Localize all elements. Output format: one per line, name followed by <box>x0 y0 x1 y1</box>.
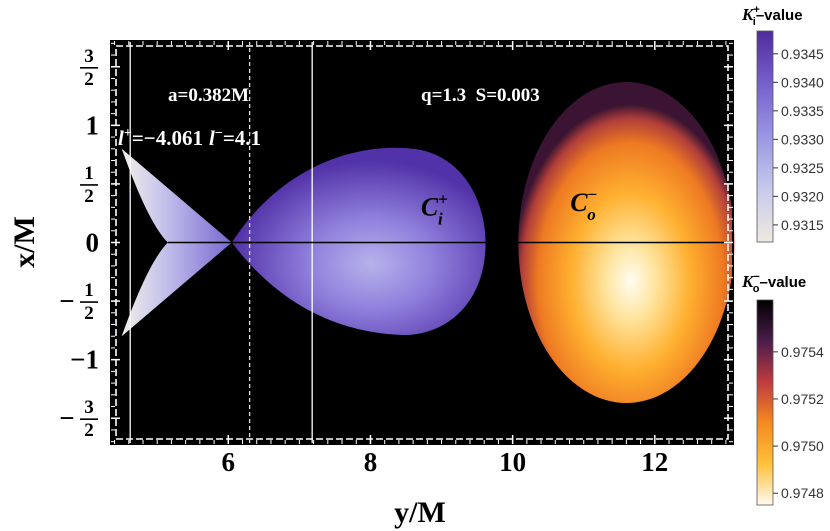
spin-annotation: a=0.382M <box>168 85 249 106</box>
colorbar-title-0: K+ i–value <box>741 4 803 28</box>
y-tick-numerator-4: 1 <box>84 280 94 301</box>
y-tick-label-6: −32 <box>59 397 98 441</box>
params-annotation: q=1.3 S=0.003 <box>421 85 540 106</box>
colorbar-tick-label-1-2: 0.9750 <box>781 438 824 454</box>
y-tick-numerator-6: 3 <box>84 397 94 418</box>
x-tick-label-3: 12 <box>641 447 668 477</box>
colorbar-title-sub-1: o <box>753 283 760 295</box>
region-label-sup-1: − <box>588 185 598 204</box>
colorbar-ramp-0 <box>756 30 774 243</box>
colorbar-title-suffix-0: –value <box>756 7 803 24</box>
y-tick-denominator-2: 2 <box>84 186 94 207</box>
colorbar-tick-label-0-5: 0.9320 <box>781 188 824 204</box>
region-labels: C+ iC− o <box>421 185 597 229</box>
y-tick-numerator-0: 3 <box>84 46 94 67</box>
x-axis-label: y/M <box>394 496 446 529</box>
colorbar-tick-label-0-2: 0.9335 <box>781 103 824 119</box>
y-tick-denominator-0: 2 <box>84 69 94 90</box>
y-tick-label-4: −12 <box>59 280 98 324</box>
region-ci-plus <box>231 147 486 335</box>
x-tick-label-1: 8 <box>364 447 378 477</box>
colorbar-tick-label-0-3: 0.9330 <box>781 131 824 147</box>
colorbar-title-base-0: K <box>741 5 755 24</box>
y-tick-label-0: 32 <box>80 46 98 90</box>
colorbar-title-sup-0: + <box>753 4 759 16</box>
colorbar-tick-label-0-4: 0.9325 <box>781 160 824 176</box>
region-label-sub-0: i <box>438 210 443 229</box>
x-tick-label-2: 10 <box>499 447 526 477</box>
colorbar-title-sup-1: − <box>753 271 759 283</box>
x-tick-labels: 6 8 10 12 <box>222 447 669 477</box>
region-label-0: C+ i <box>421 190 448 229</box>
colorbars: K+ i–value0.93450.93400.93350.93300.93250… <box>741 4 824 506</box>
l-minus-sup: − <box>215 126 223 141</box>
y-tick-sign-4: − <box>59 286 74 316</box>
l-minus-value: =4.1 <box>223 126 261 150</box>
colorbar-tick-label-1-0: 0.9754 <box>781 344 824 360</box>
colorbar-ramp-1 <box>756 299 774 506</box>
angular-momentum-annotation: l+=−4.061 l−=4.1 <box>118 126 261 150</box>
colorbar-1: K− o–value 0.9754 0.9752 0.9750 0.9748 <box>741 271 824 506</box>
y-tick-label-5: −1 <box>70 345 99 375</box>
colorbar-tick-label-1-1: 0.9752 <box>781 391 824 407</box>
colorbar-title-suffix-1: –value <box>760 274 807 291</box>
region-label-name-1: C <box>570 188 588 217</box>
y-tick-label-2: 12 <box>80 163 98 207</box>
region-label-1: C− o <box>570 185 597 224</box>
x-tick-label-0: 6 <box>222 447 236 477</box>
y-tick-denominator-6: 2 <box>84 420 94 441</box>
l-plus-value: =−4.061 <box>132 126 203 150</box>
axis-ticks <box>111 41 733 444</box>
region-label-name-0: C <box>421 193 439 222</box>
region-label-sub-1: o <box>587 205 596 224</box>
y-tick-label-3: 0 <box>86 228 100 258</box>
region-label-sup-0: + <box>438 190 448 209</box>
l-plus-symbol: l <box>118 126 124 150</box>
l-minus-symbol: l <box>209 126 215 150</box>
colorbar-title-base-1: K <box>741 272 755 291</box>
y-tick-denominator-4: 2 <box>84 303 94 324</box>
colorbar-tick-label-0-0: 0.9345 <box>781 46 824 62</box>
colorbar-tick-label-1-3: 0.9748 <box>781 485 824 501</box>
colorbar-title-1: K− o–value <box>741 271 806 295</box>
y-tick-label-1: 1 <box>86 110 100 140</box>
l-plus-sup: + <box>124 126 132 141</box>
y-tick-numerator-2: 1 <box>84 163 94 184</box>
colorbar-tick-label-0-1: 0.9340 <box>781 74 824 90</box>
colorbar-tick-label-0-6: 0.9315 <box>781 217 824 233</box>
colorbar-0: K+ i–value 0.9345 0.9340 0.9335 0.9330 0.9325 0… <box>741 4 824 243</box>
y-axis-label: x/M <box>8 216 41 268</box>
colorbar-title-sub-0: i <box>753 16 756 28</box>
y-tick-sign-6: − <box>59 403 74 433</box>
